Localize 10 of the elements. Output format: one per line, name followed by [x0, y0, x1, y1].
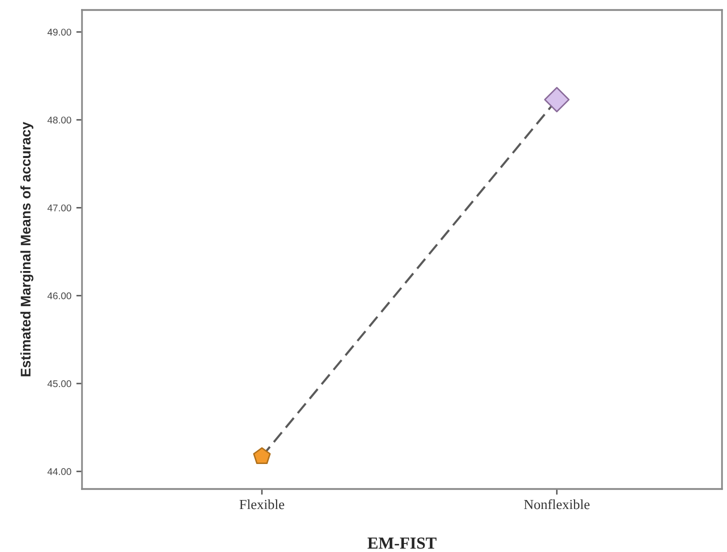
- y-tick-label: 46.00: [47, 292, 72, 300]
- x-tick-label: Flexible: [240, 499, 284, 510]
- y-tick-label: 49.00: [47, 28, 72, 36]
- y-tick-label: 44.00: [47, 468, 72, 476]
- y-axis-title: Estimated Marginal Means of accuracy: [20, 122, 34, 376]
- x-tick-label: Nonflexible: [524, 499, 590, 510]
- x-axis-title: EM-FIST: [368, 538, 436, 549]
- y-tick-label: 45.00: [47, 380, 72, 388]
- y-tick-label: 48.00: [47, 116, 72, 124]
- y-tick-label: 47.00: [47, 204, 72, 212]
